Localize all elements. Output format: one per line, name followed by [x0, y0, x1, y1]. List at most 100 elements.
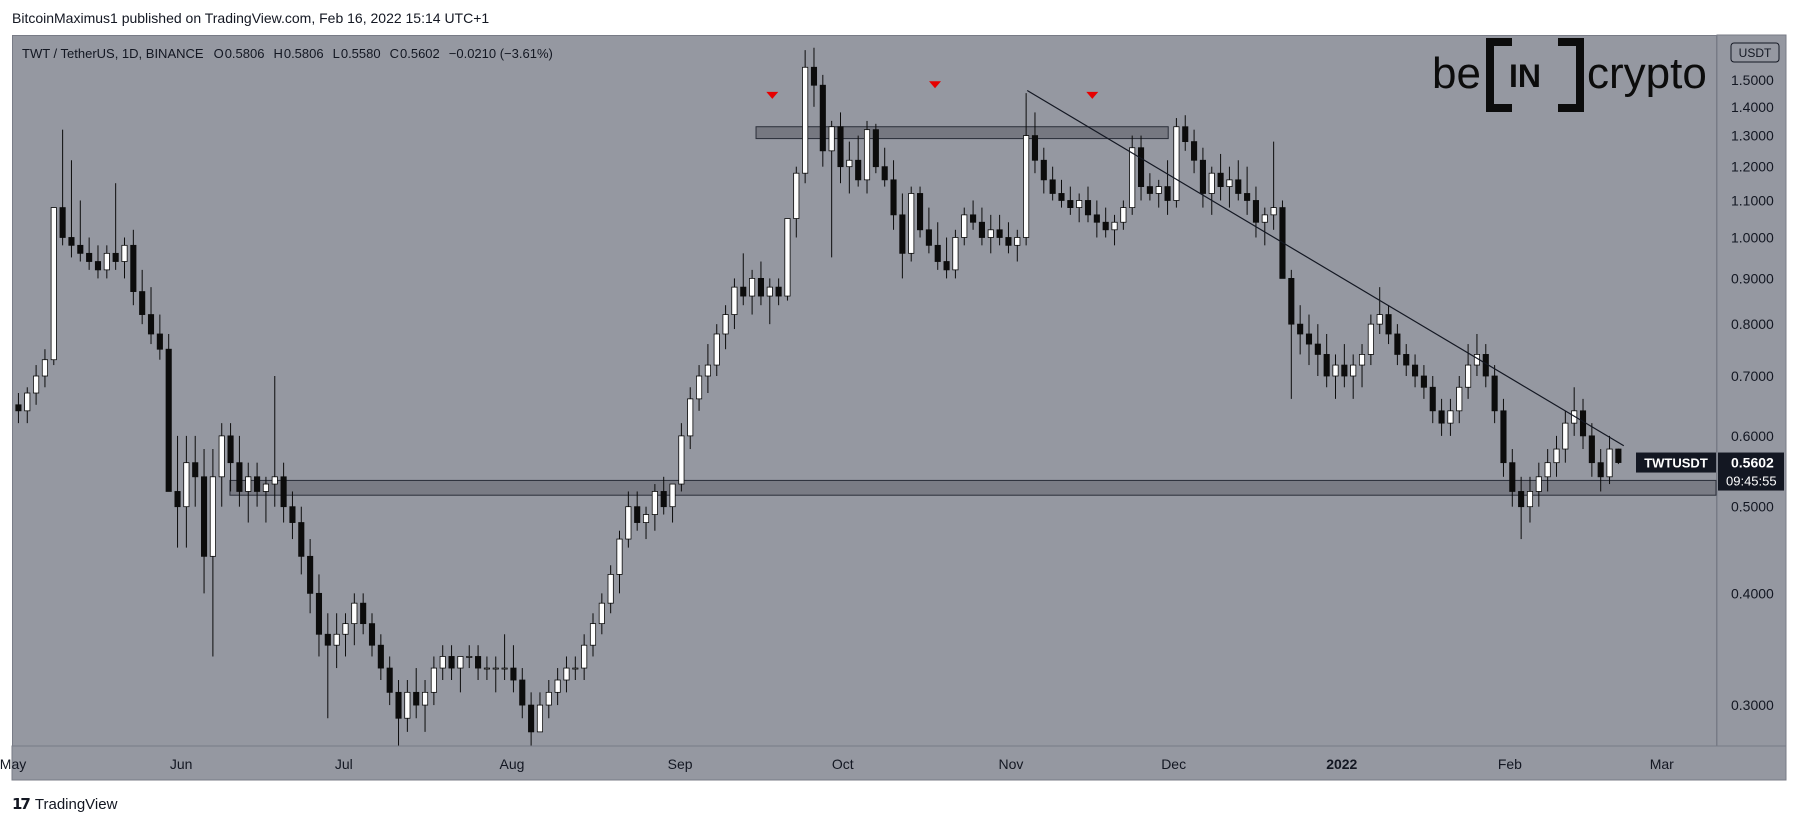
price-tick-label: 0.3000	[1731, 697, 1774, 713]
candle-up	[466, 656, 473, 658]
candle-up	[33, 375, 40, 394]
published-by-line: BitcoinMaximus1 published on TradingView…	[12, 10, 490, 26]
top-marker	[929, 81, 942, 89]
candle-down	[1058, 193, 1065, 201]
price-tick-label: 0.4000	[1731, 585, 1774, 601]
candle-down	[1049, 179, 1056, 194]
candle-up	[103, 252, 110, 271]
candle-up	[483, 667, 490, 670]
candle-up	[1358, 354, 1366, 366]
candle-up	[1155, 186, 1162, 194]
candle-down	[1509, 462, 1516, 492]
candle-up	[766, 286, 773, 297]
ohlc-change-value: −0.0210 (−3.61%)	[449, 46, 553, 61]
candle-up	[713, 333, 720, 366]
candle-up	[696, 375, 703, 400]
candle-up	[784, 218, 791, 297]
candle-down	[1429, 386, 1436, 412]
candle-down	[165, 348, 172, 492]
candle-down	[1093, 214, 1100, 223]
candle-down	[324, 633, 331, 646]
candle-down	[1288, 278, 1295, 325]
candle-down	[872, 129, 879, 168]
candle-up	[404, 691, 411, 719]
candle-up	[1447, 410, 1454, 424]
resistance-zone	[755, 126, 1169, 140]
candle-up	[1606, 448, 1613, 478]
candle-up	[607, 574, 614, 604]
candle-up	[581, 644, 588, 669]
candle-down	[1341, 364, 1348, 377]
candle-down	[1067, 200, 1074, 208]
candle-down	[1500, 410, 1507, 464]
candle-up	[651, 491, 658, 515]
candle-up	[1376, 314, 1383, 325]
symbol-price-tag-bg	[1636, 452, 1716, 473]
candle-down	[1420, 375, 1427, 388]
descending-trendline	[1026, 89, 1625, 447]
candle-down	[68, 237, 75, 246]
candle-up	[572, 667, 579, 670]
candle-up	[1367, 323, 1374, 355]
tradingview-footer[interactable]: 17 TradingView	[12, 795, 117, 813]
candle-up	[1553, 448, 1560, 464]
watermark-text-be: be	[1432, 49, 1481, 98]
candle-down	[147, 314, 155, 335]
candle-up	[554, 679, 561, 693]
candle-down	[1305, 333, 1313, 345]
time-tick-label: Jul	[335, 756, 353, 772]
candle-down	[368, 623, 376, 646]
candle-up	[863, 129, 871, 181]
top-marker	[766, 91, 779, 99]
candle-up	[802, 66, 809, 174]
candle-up	[749, 278, 756, 297]
candle-down	[236, 462, 243, 492]
time-tick-label: Mar	[1650, 756, 1674, 772]
candle-down	[819, 84, 826, 152]
watermark-box-gap-bottom	[1512, 100, 1558, 112]
candle-up	[501, 667, 508, 670]
candle-down	[1518, 491, 1525, 508]
candle-down	[112, 252, 119, 262]
candle-down	[1588, 435, 1595, 464]
candle-down	[201, 476, 208, 557]
candle-down	[1084, 200, 1092, 216]
candle-down	[978, 221, 985, 238]
candle-up	[1270, 207, 1277, 216]
candle-down	[1412, 364, 1419, 377]
candle-up	[625, 506, 632, 540]
candle-up	[793, 172, 800, 219]
candle-up	[1544, 462, 1551, 478]
candle-down	[855, 159, 862, 181]
candle-down	[1323, 354, 1330, 377]
symbol-price-tag: TWTUSDT	[1644, 456, 1708, 471]
candle-up	[687, 398, 694, 437]
candle-down	[1005, 237, 1012, 246]
candle-down	[934, 244, 941, 262]
candle-up	[1014, 237, 1021, 246]
candle-down	[227, 435, 234, 464]
candle-down	[360, 602, 367, 625]
candle-up	[121, 244, 128, 262]
candle-down	[307, 555, 314, 594]
candle-down	[1394, 333, 1401, 355]
last-price-tag-bg	[1718, 452, 1784, 491]
ohlc-open-label: O	[214, 46, 224, 61]
candle-down	[1579, 410, 1587, 437]
time-tick-label: Oct	[832, 756, 854, 772]
candle-down	[740, 286, 747, 297]
candle-down	[1597, 462, 1604, 478]
watermark-box-gap-top	[1512, 38, 1558, 50]
candle-down	[1191, 141, 1198, 161]
candle-up	[1456, 386, 1463, 412]
candle-up	[439, 656, 446, 669]
candle-up	[961, 214, 968, 238]
price-tick-label: 0.8000	[1731, 316, 1774, 332]
candle-up	[563, 667, 570, 681]
top-marker	[1086, 91, 1099, 99]
candle-up	[722, 314, 729, 335]
candle-down	[660, 491, 667, 508]
time-tick-label: Sep	[668, 756, 693, 772]
candle-down	[395, 691, 402, 719]
